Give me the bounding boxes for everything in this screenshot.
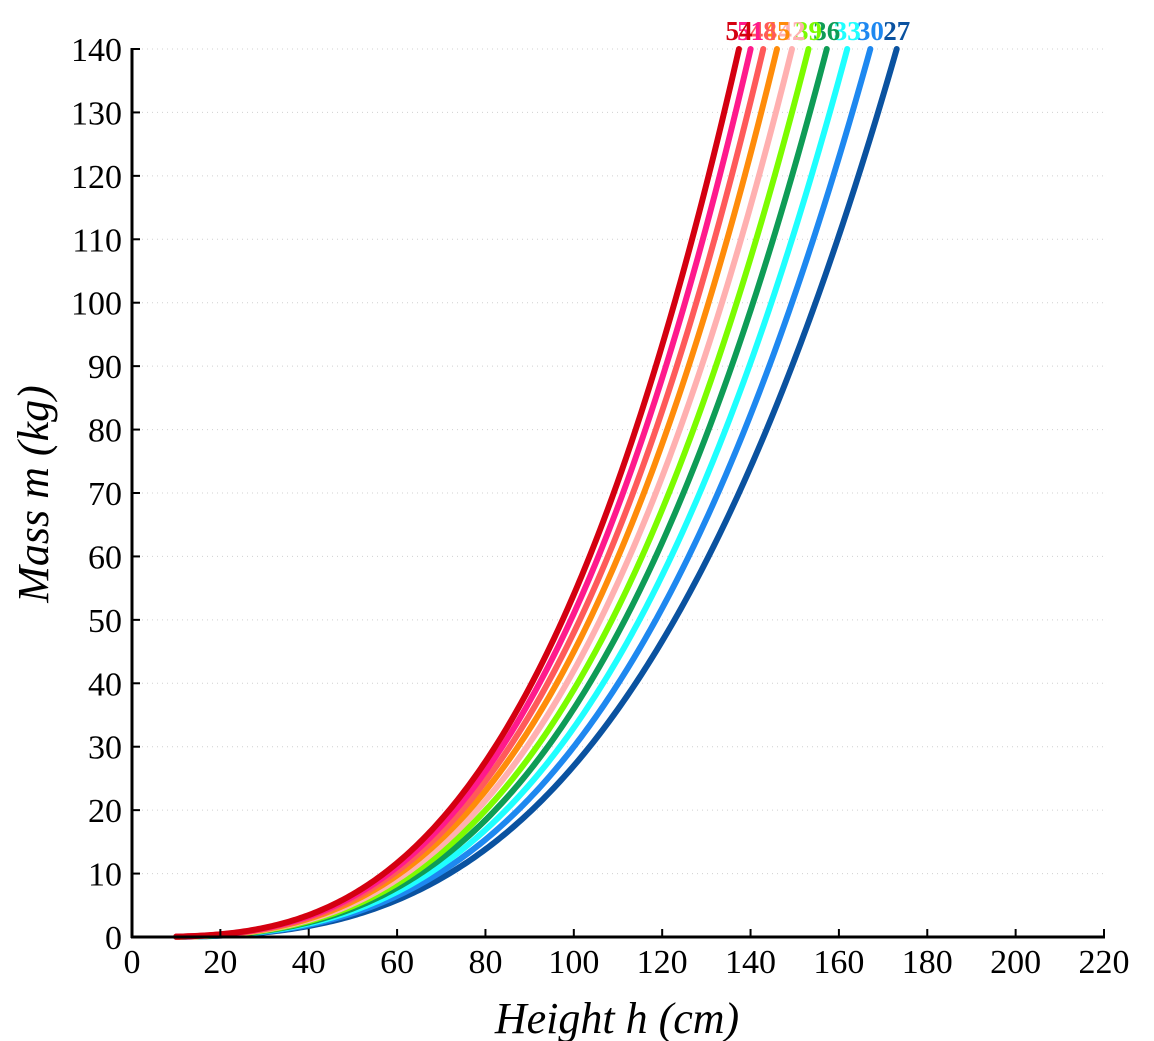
x-axis-title: Height h (cm): [494, 994, 739, 1041]
series-line-48: [173, 46, 767, 940]
y-tick-label: 80: [88, 413, 122, 450]
y-tick-label: 30: [88, 730, 122, 767]
series-label-30: 30: [857, 16, 884, 46]
x-tick-label: 140: [725, 944, 776, 981]
y-tick-label: 70: [88, 476, 122, 513]
x-tick-label: 100: [548, 944, 599, 981]
x-tick-label: 160: [813, 944, 864, 981]
x-tick-label: 0: [124, 944, 141, 981]
x-tick-label: 220: [1079, 944, 1130, 981]
series-line-33: [173, 46, 851, 940]
x-tick-label: 180: [902, 944, 953, 981]
series-label-42: 42: [778, 16, 805, 46]
series-label-39: 39: [795, 16, 822, 46]
y-tick-label: 50: [88, 603, 122, 640]
series-label-36: 36: [813, 16, 840, 46]
x-tick-label: 40: [292, 944, 326, 981]
grid: [132, 48, 1104, 875]
series-line-45: [173, 46, 780, 940]
series-line-30: [173, 46, 874, 940]
y-tick-label: 120: [71, 159, 122, 196]
series-label-51: 51: [737, 16, 764, 46]
y-tick-label: 0: [105, 920, 122, 957]
y-tick-label: 90: [88, 349, 122, 386]
series-line-54: [173, 46, 742, 940]
y-tick-label: 130: [71, 95, 122, 132]
series-lines: [173, 46, 900, 940]
series-label-48: 48: [750, 16, 777, 46]
y-tick-label: 20: [88, 793, 122, 830]
y-tick-label: 40: [88, 666, 122, 703]
series-label-27: 27: [883, 16, 910, 46]
y-tick-label: 100: [71, 286, 122, 323]
x-tick-label: 20: [203, 944, 237, 981]
x-tick-label: 80: [468, 944, 502, 981]
y-tick-label: 140: [71, 32, 122, 69]
series-label-33: 33: [834, 16, 861, 46]
y-axis-title: Mass m (kg): [9, 385, 58, 604]
series-label-54: 54: [725, 16, 752, 46]
x-tick-label: 200: [990, 944, 1041, 981]
y-tick-label: 110: [72, 222, 122, 259]
y-tick-label: 10: [88, 857, 122, 894]
x-tick-label: 120: [637, 944, 688, 981]
axes: 0 20 40 60 80 100 120 140 160 180 200 220 0 10 20 30 40 5…: [71, 32, 1130, 981]
y-tick-label: 60: [88, 539, 122, 576]
x-tick-label: 60: [380, 944, 414, 981]
series-label-45: 45: [763, 16, 790, 46]
